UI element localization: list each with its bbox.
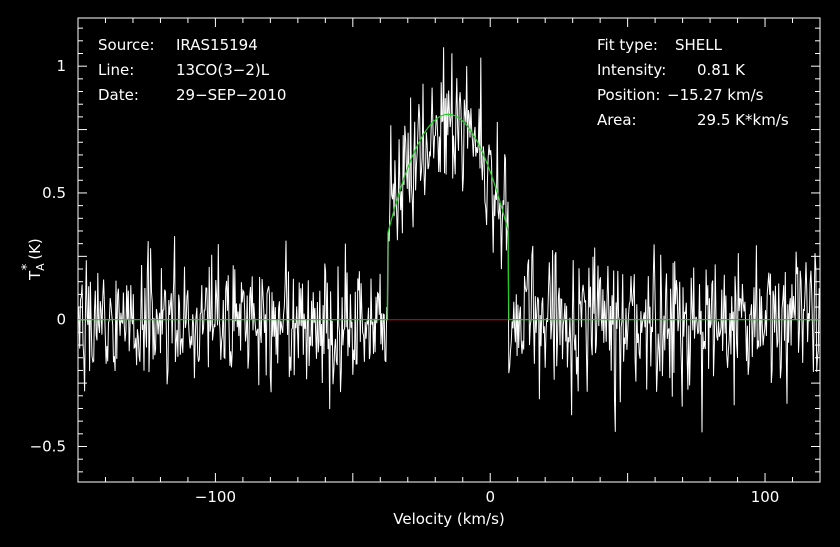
header-right-value: 0.81 K [697, 61, 746, 79]
series-layer [78, 47, 820, 433]
y-axis-label-unit: (K) [26, 238, 44, 260]
y-axis-label: TA* (K) [20, 238, 47, 281]
labels-layer: −100 0 100 −0.5 0 0.5 1 Velocity (km/s) TA* (K) [20, 57, 779, 528]
y-tick-label: −0.5 [30, 438, 66, 456]
y-axis-label-superscript: * [20, 263, 35, 270]
fit-curve [78, 113, 820, 321]
x-axis-ticks [77, 18, 821, 482]
spectrum-line [78, 47, 820, 433]
header-left-value: IRAS15194 [176, 36, 258, 54]
y-tick-label: 0 [56, 311, 66, 329]
plot-frame [77, 17, 821, 483]
x-axis-label: Velocity (km/s) [393, 510, 504, 528]
header-right-key: Position: [597, 86, 660, 104]
header-right-value: SHELL [675, 36, 723, 54]
header-right-key: Fit type: [597, 36, 658, 54]
header-left-value: 29−SEP−2010 [176, 86, 286, 104]
header-left-value: 13CO(3−2)L [176, 61, 270, 79]
header-left-key: Date: [98, 86, 139, 104]
y-axis-label-subscript: A [34, 263, 47, 271]
x-tick-label: −100 [195, 488, 236, 506]
header-info: Source: IRAS15194 Line: 13CO(3−2)L Date: 29−S… [98, 36, 789, 129]
x-tick-label: 100 [751, 488, 780, 506]
y-tick-label: 1 [56, 57, 66, 75]
header-right-key: Intensity: [597, 61, 666, 79]
header-right-value: −15.27 km/s [667, 86, 764, 104]
y-axis-label-symbol: T [26, 270, 44, 281]
header-right-value: 29.5 K*km/s [697, 111, 789, 129]
y-axis-ticks [78, 27, 820, 473]
header-left-key: Source: [98, 36, 155, 54]
header-left-key: Line: [98, 61, 134, 79]
y-tick-label: 0.5 [42, 184, 66, 202]
x-tick-label: 0 [485, 488, 495, 506]
header-right-key: Area: [597, 111, 637, 129]
